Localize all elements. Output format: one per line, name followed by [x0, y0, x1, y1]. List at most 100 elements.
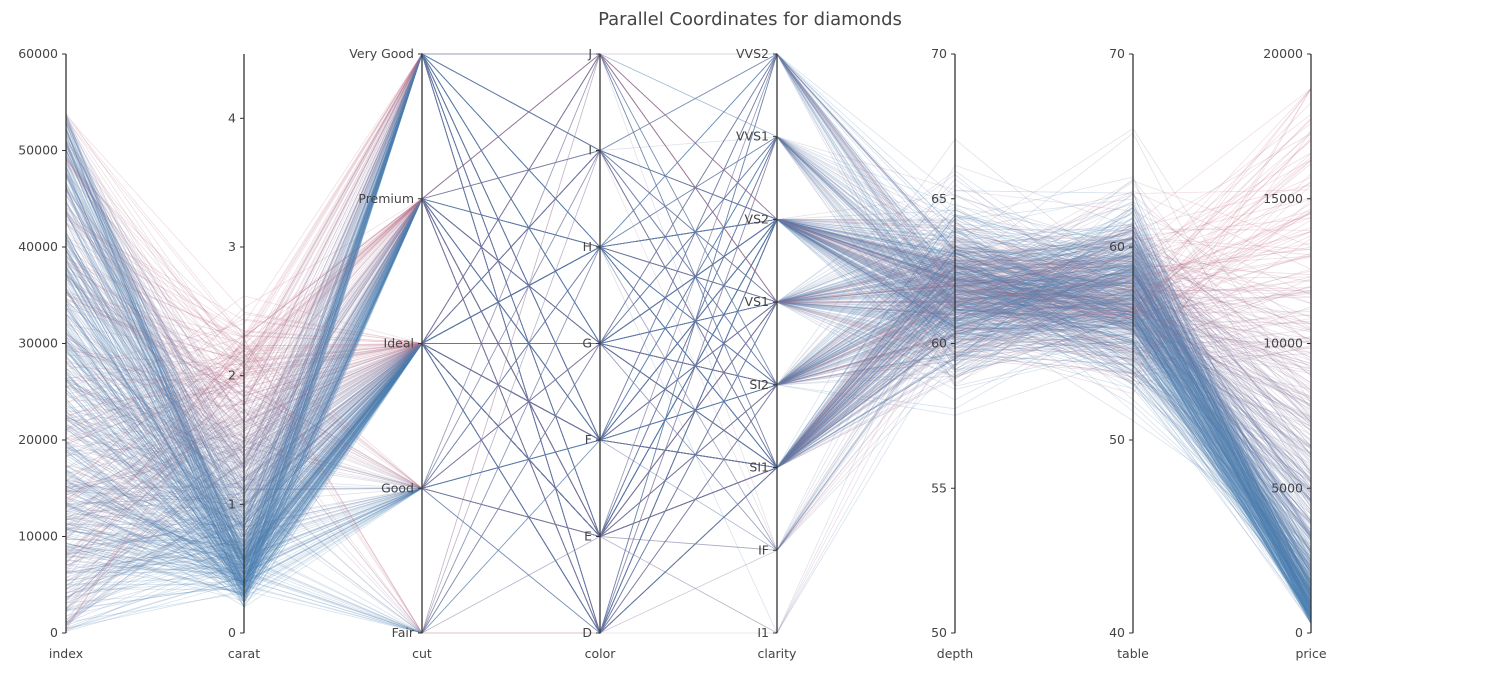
data-polyline: [65, 198, 1312, 563]
data-polyline: [65, 53, 1312, 553]
axis-cut[interactable]: Fair Good Ideal Premium Very Good cut: [349, 46, 432, 661]
data-polyline: [65, 218, 1312, 617]
data-polyline: [65, 198, 1312, 508]
data-polyline: [65, 52, 1312, 634]
data-polyline: [65, 52, 1312, 634]
axis-depth[interactable]: 50 55 60 65 70 depth: [931, 46, 973, 661]
data-polyline: [65, 221, 1312, 631]
data-polyline: [65, 191, 1312, 634]
data-polyline: [65, 123, 1312, 538]
data-polyline: [65, 150, 1312, 612]
data-polyline: [65, 150, 1312, 574]
data-polyline: [65, 198, 1312, 538]
data-polyline: [65, 149, 1312, 552]
data-polyline: [65, 140, 1312, 634]
data-polyline: [65, 53, 1312, 605]
data-polyline: [65, 53, 1312, 626]
data-polyline: [65, 150, 1312, 470]
data-polyline: [65, 136, 1312, 607]
data-polyline: [65, 53, 1312, 507]
data-polyline: [65, 246, 1312, 552]
data-polyline: [65, 149, 1312, 592]
tick-label-index: 20000: [18, 432, 58, 447]
axis-name-depth[interactable]: depth: [937, 646, 973, 661]
data-polyline: [65, 53, 1312, 561]
axis-name-color[interactable]: color: [585, 646, 617, 661]
data-polyline: [65, 259, 1312, 623]
data-polyline: [65, 53, 1312, 508]
data-polyline: [65, 218, 1312, 602]
data-polyline: [65, 248, 1312, 582]
data-polyline: [65, 198, 1312, 461]
tick-label-cut: Premium: [358, 191, 414, 206]
axis-name-table[interactable]: table: [1117, 646, 1149, 661]
data-polyline: [65, 301, 1312, 599]
data-polyline: [65, 197, 1312, 580]
data-polyline: [65, 200, 1312, 603]
data-polyline: [65, 269, 1312, 555]
data-polyline: [65, 128, 1312, 565]
axis-name-price[interactable]: price: [1295, 646, 1326, 661]
axis-name-cut[interactable]: cut: [412, 646, 432, 661]
data-polyline: [65, 52, 1312, 635]
axis-name-clarity[interactable]: clarity: [758, 646, 798, 661]
data-polyline: [65, 53, 1312, 622]
data-polyline: [65, 197, 1312, 632]
data-polyline: [65, 53, 1312, 559]
data-polyline: [65, 53, 1312, 375]
data-polyline: [65, 218, 1312, 634]
data-polyline: [65, 289, 1312, 564]
data-polyline: [65, 158, 1312, 537]
data-polyline: [65, 53, 1312, 538]
axis-index[interactable]: 0 10000 20000 30000 40000 50000 60000 index: [18, 46, 83, 661]
data-polyline: [65, 300, 1312, 634]
data-polyline: [65, 53, 1312, 601]
data-polyline: [65, 264, 1312, 595]
data-polyline: [65, 53, 1312, 634]
axis-carat[interactable]: 0 1 2 3 4 carat: [228, 54, 260, 661]
data-polyline: [65, 218, 1312, 511]
data-polyline: [65, 53, 1312, 572]
data-polyline: [65, 266, 1312, 621]
data-polyline: [65, 198, 1312, 502]
data-polyline: [65, 150, 1312, 469]
data-polyline: [65, 136, 1312, 480]
data-polyline: [65, 137, 1312, 631]
data-polyline: [65, 260, 1312, 540]
data-polyline: [65, 308, 1312, 538]
data-polyline: [65, 53, 1312, 451]
data-polyline: [65, 218, 1312, 489]
data-polyline: [65, 198, 1312, 538]
data-polyline: [65, 150, 1312, 394]
data-polyline: [65, 235, 1312, 579]
axis-table[interactable]: 40 50 60 70 table: [1109, 46, 1149, 661]
axis-price[interactable]: 0 5000 10000 15000 20000 price: [1263, 46, 1327, 661]
data-polyline: [65, 53, 1312, 634]
data-polyline: [65, 201, 1312, 620]
axis-clarity[interactable]: I1 IF SI1 SI2 VS1 VS2 VVS1 VVS2 clarity: [736, 46, 797, 661]
data-polyline: [65, 53, 1312, 441]
data-polyline: [65, 53, 1312, 593]
axis-name-index[interactable]: index: [49, 646, 83, 661]
tick-label-table: 50: [1109, 432, 1125, 447]
data-polyline: [65, 52, 1312, 615]
data-polyline: [65, 252, 1312, 386]
data-polyline: [65, 53, 1312, 635]
data-polyline: [65, 52, 1312, 597]
data-polyline: [65, 277, 1312, 596]
data-polyline: [65, 149, 1312, 501]
data-polyline: [65, 136, 1312, 635]
data-polyline: [65, 136, 1312, 538]
axis-name-carat[interactable]: carat: [228, 646, 260, 661]
data-polyline: [65, 198, 1312, 592]
data-polyline: [65, 53, 1312, 489]
data-polyline: [65, 198, 1312, 611]
data-polyline: [65, 297, 1312, 634]
data-polyline: [65, 150, 1312, 502]
data-polyline: [65, 102, 1312, 634]
data-polyline: [65, 326, 1312, 537]
data-polyline: [65, 198, 1312, 538]
tick-label-carat: 2: [228, 368, 236, 383]
